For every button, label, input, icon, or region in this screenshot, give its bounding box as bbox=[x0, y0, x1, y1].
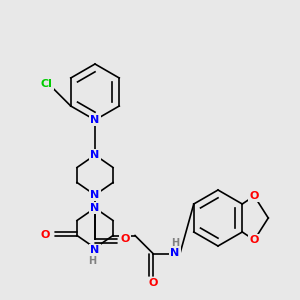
Text: N: N bbox=[90, 115, 100, 125]
Text: H: H bbox=[171, 238, 179, 248]
Text: O: O bbox=[40, 230, 50, 241]
Text: N: N bbox=[90, 245, 100, 255]
Text: N: N bbox=[170, 248, 180, 259]
Text: N: N bbox=[90, 150, 100, 160]
Text: Cl: Cl bbox=[41, 79, 53, 89]
Text: O: O bbox=[250, 191, 259, 201]
Text: O: O bbox=[250, 235, 259, 245]
Text: N: N bbox=[90, 203, 100, 213]
Text: O: O bbox=[120, 234, 130, 244]
Text: N: N bbox=[90, 190, 100, 200]
Text: O: O bbox=[148, 278, 158, 289]
Text: H: H bbox=[88, 256, 96, 266]
